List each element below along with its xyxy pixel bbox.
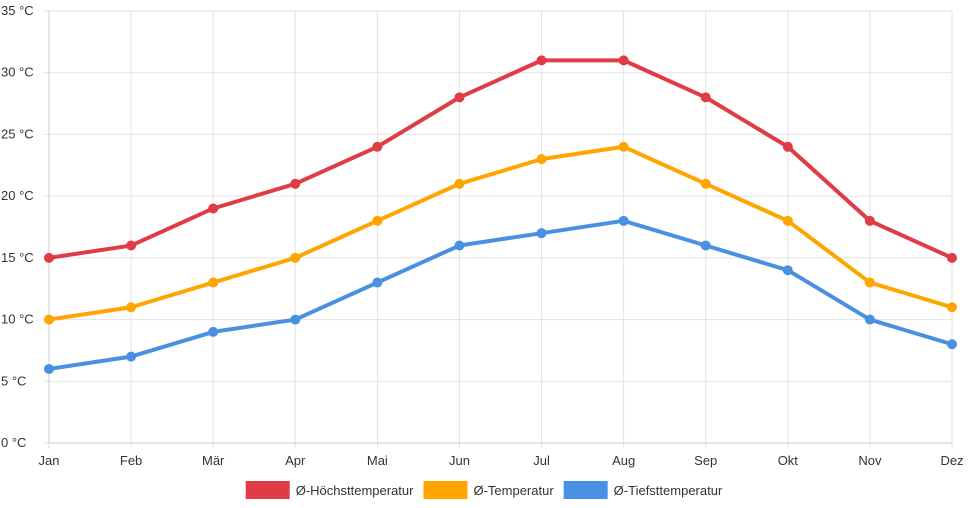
series-line [47, 218, 954, 371]
series-lines [44, 55, 957, 374]
y-tick-label: 20 °C [1, 188, 34, 203]
data-point[interactable] [372, 141, 383, 152]
legend-item[interactable]: Ø-Höchsttemperatur [245, 481, 414, 499]
legend-label: Ø-Tiefsttemperatur [614, 483, 723, 498]
series-line [47, 58, 954, 260]
legend-item[interactable]: Ø-Temperatur [423, 481, 554, 499]
x-tick-label: Okt [778, 453, 799, 468]
data-point[interactable] [947, 252, 957, 263]
data-point[interactable] [782, 141, 793, 152]
legend[interactable]: Ø-Höchsttemperatur Ø-Temperatur Ø-Tiefstte… [245, 481, 723, 499]
data-point[interactable] [126, 351, 137, 362]
x-tick-label: Apr [285, 453, 306, 468]
legend-label: Ø-Höchsttemperatur [296, 483, 414, 498]
data-point[interactable] [372, 277, 383, 288]
x-tick-label: Aug [612, 453, 635, 468]
data-point[interactable] [536, 228, 547, 239]
data-point[interactable] [126, 302, 137, 313]
x-tick-label: Mär [202, 453, 225, 468]
data-point[interactable] [126, 240, 137, 251]
data-point[interactable] [864, 215, 875, 226]
data-point[interactable] [864, 277, 875, 288]
legend-swatch [423, 481, 468, 499]
data-point[interactable] [947, 339, 957, 350]
data-point[interactable] [290, 178, 301, 189]
data-point[interactable] [372, 215, 383, 226]
data-point[interactable] [700, 92, 711, 103]
data-point[interactable] [290, 314, 301, 325]
y-tick-label: 25 °C [1, 126, 34, 141]
y-tick-label: 5 °C [1, 373, 26, 388]
x-tick-label: Dez [940, 453, 963, 468]
data-point[interactable] [536, 154, 547, 165]
x-tick-label: Jun [449, 453, 470, 468]
data-point[interactable] [208, 277, 219, 288]
x-tick-label: Nov [858, 453, 882, 468]
data-point[interactable] [700, 178, 711, 189]
data-point[interactable] [454, 240, 465, 251]
data-point[interactable] [44, 252, 54, 263]
data-point[interactable] [700, 240, 711, 251]
data-point[interactable] [454, 92, 465, 103]
data-point[interactable] [208, 203, 219, 214]
data-point[interactable] [782, 265, 793, 276]
x-tick-label: Feb [120, 453, 142, 468]
data-point[interactable] [618, 215, 629, 226]
x-tick-label: Mai [367, 453, 388, 468]
data-point[interactable] [947, 302, 957, 313]
legend-swatch [245, 481, 290, 499]
data-point[interactable] [618, 55, 629, 66]
x-tick-label: Sep [694, 453, 717, 468]
series-line [47, 144, 954, 322]
legend-label: Ø-Temperatur [473, 483, 554, 498]
series-1 [44, 55, 957, 263]
x-axis: Jan Feb Mär Apr Mai Jun Jul Aug Sep Okt Nov Dez [39, 453, 964, 468]
x-tick-label: Jul [533, 453, 550, 468]
y-tick-label: 30 °C [1, 65, 34, 80]
data-point[interactable] [782, 215, 793, 226]
y-tick-label: 15 °C [1, 250, 34, 265]
data-point[interactable] [618, 141, 629, 152]
grid [43, 10, 953, 449]
data-point[interactable] [44, 363, 54, 374]
data-point[interactable] [208, 326, 219, 337]
series-3 [44, 215, 957, 374]
data-point[interactable] [290, 252, 301, 263]
y-tick-label: 10 °C [1, 312, 34, 327]
legend-swatch [563, 481, 608, 499]
data-point[interactable] [44, 314, 54, 325]
series-2 [44, 141, 957, 325]
data-point[interactable] [864, 314, 875, 325]
x-tick-label: Jan [39, 453, 60, 468]
y-axis: 0 °C 5 °C 10 °C 15 °C 20 °C 25 °C 30 °C 35 °C [1, 3, 34, 450]
data-point[interactable] [454, 178, 465, 189]
data-point[interactable] [536, 55, 547, 66]
y-tick-label: 0 °C [1, 435, 26, 450]
y-tick-label: 35 °C [1, 3, 34, 18]
legend-item[interactable]: Ø-Tiefsttemperatur [563, 481, 723, 499]
